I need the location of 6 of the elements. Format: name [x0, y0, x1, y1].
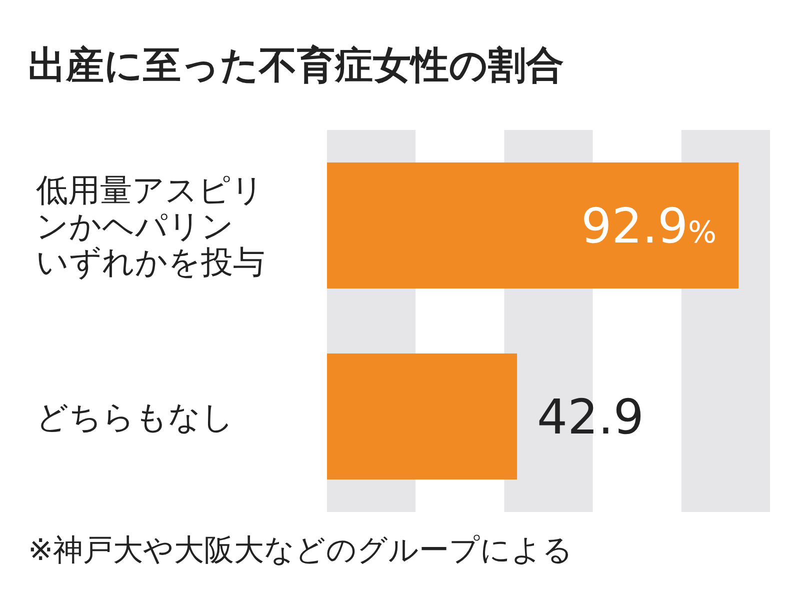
data-label: 42.9 [537, 390, 644, 446]
chart-title: 出産に至った不育症女性の割合 [28, 43, 564, 87]
text: ※神戸大や大阪大などのグループによる [28, 533, 574, 568]
y-tick-label: どちらもなし [36, 398, 235, 436]
data-label: 92.9% [581, 198, 717, 254]
y-tick-label: 低用量アスピリンかヘパリンいずれかを投与 [36, 170, 266, 280]
